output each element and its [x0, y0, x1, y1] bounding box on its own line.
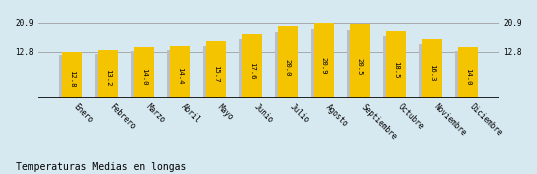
Text: 15.7: 15.7 — [213, 65, 219, 83]
Text: Temperaturas Medias en longas: Temperaturas Medias en longas — [16, 162, 186, 172]
Bar — [311, 29, 331, 98]
Text: 17.6: 17.6 — [249, 62, 255, 80]
Bar — [422, 39, 442, 98]
Text: 20.5: 20.5 — [357, 58, 363, 76]
Text: 14.0: 14.0 — [141, 68, 147, 85]
Bar — [95, 54, 115, 98]
Bar — [278, 26, 297, 98]
Text: 16.3: 16.3 — [429, 64, 435, 82]
Bar — [275, 31, 295, 98]
Bar — [62, 52, 82, 98]
Text: 18.5: 18.5 — [393, 61, 399, 78]
Bar — [458, 47, 478, 98]
Text: 20.9: 20.9 — [321, 57, 327, 75]
Bar — [240, 39, 259, 98]
Bar — [419, 44, 439, 98]
Text: 20.0: 20.0 — [285, 59, 291, 76]
Text: 13.2: 13.2 — [105, 69, 111, 86]
Bar — [314, 22, 333, 98]
Bar — [242, 34, 262, 98]
Text: 14.4: 14.4 — [177, 67, 183, 85]
Bar — [204, 46, 223, 98]
Bar — [132, 51, 151, 98]
Text: 12.8: 12.8 — [69, 70, 75, 87]
Bar — [59, 55, 79, 98]
Bar — [386, 31, 405, 98]
Text: 14.0: 14.0 — [465, 68, 471, 85]
Bar — [170, 46, 190, 98]
Bar — [455, 51, 475, 98]
Bar — [347, 30, 367, 98]
Bar — [168, 50, 187, 98]
Bar — [98, 50, 118, 98]
Bar — [383, 37, 403, 98]
Bar — [350, 24, 369, 98]
Bar — [206, 41, 226, 98]
Bar — [134, 47, 154, 98]
